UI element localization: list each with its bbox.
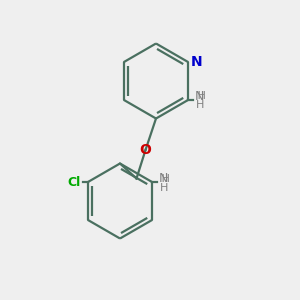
- Text: H: H: [194, 91, 206, 101]
- Text: O: O: [140, 143, 152, 157]
- Text: Cl: Cl: [68, 176, 81, 189]
- Text: H: H: [158, 174, 170, 184]
- Text: N: N: [194, 90, 204, 103]
- Text: H: H: [196, 100, 204, 110]
- Text: N: N: [158, 172, 168, 185]
- Text: H: H: [160, 183, 168, 193]
- Text: N: N: [191, 55, 203, 69]
